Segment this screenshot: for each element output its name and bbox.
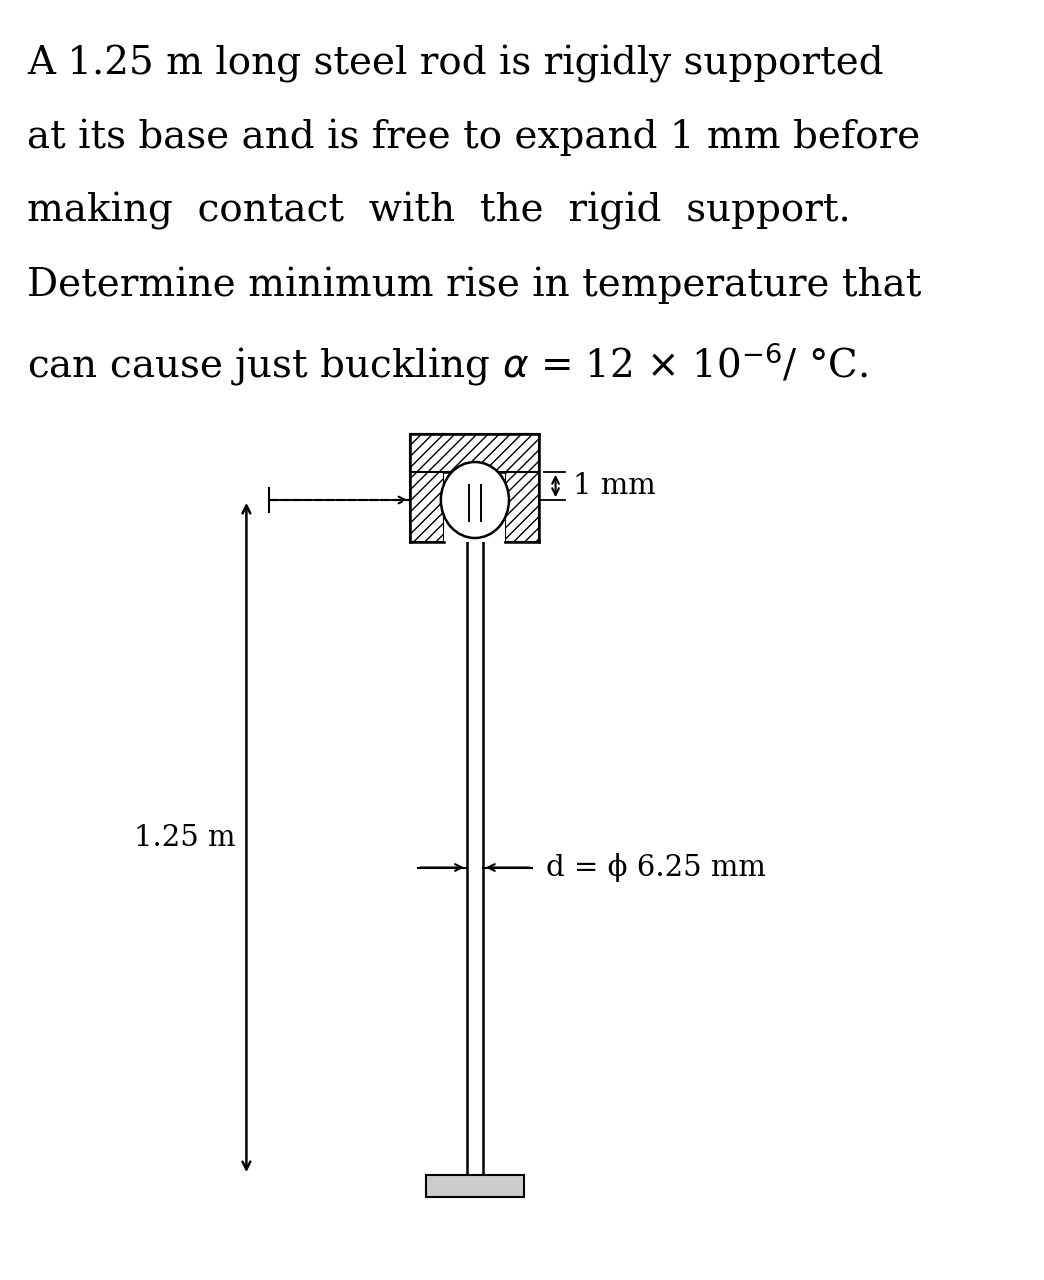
- Text: 1.25 m: 1.25 m: [135, 823, 236, 851]
- Text: d = ϕ 6.25 mm: d = ϕ 6.25 mm: [546, 852, 765, 882]
- Text: Determine minimum rise in temperature that: Determine minimum rise in temperature th…: [27, 266, 921, 303]
- Text: at its base and is free to expand 1 mm before: at its base and is free to expand 1 mm b…: [27, 118, 920, 155]
- Text: A 1.25 m long steel rod is rigidly supported: A 1.25 m long steel rod is rigidly suppo…: [27, 45, 883, 83]
- Bar: [505, 434, 540, 541]
- Bar: [410, 434, 445, 541]
- Text: making  contact  with  the  rigid  support.: making contact with the rigid support.: [27, 192, 851, 230]
- Text: 1 mm: 1 mm: [573, 472, 657, 500]
- Bar: [426, 1175, 524, 1197]
- Circle shape: [441, 462, 509, 538]
- Bar: [445, 472, 505, 541]
- Text: can cause just buckling $\alpha$ = 12 $\times$ 10$^{-6}$/ °C.: can cause just buckling $\alpha$ = 12 $\…: [27, 340, 868, 388]
- Bar: [410, 434, 540, 472]
